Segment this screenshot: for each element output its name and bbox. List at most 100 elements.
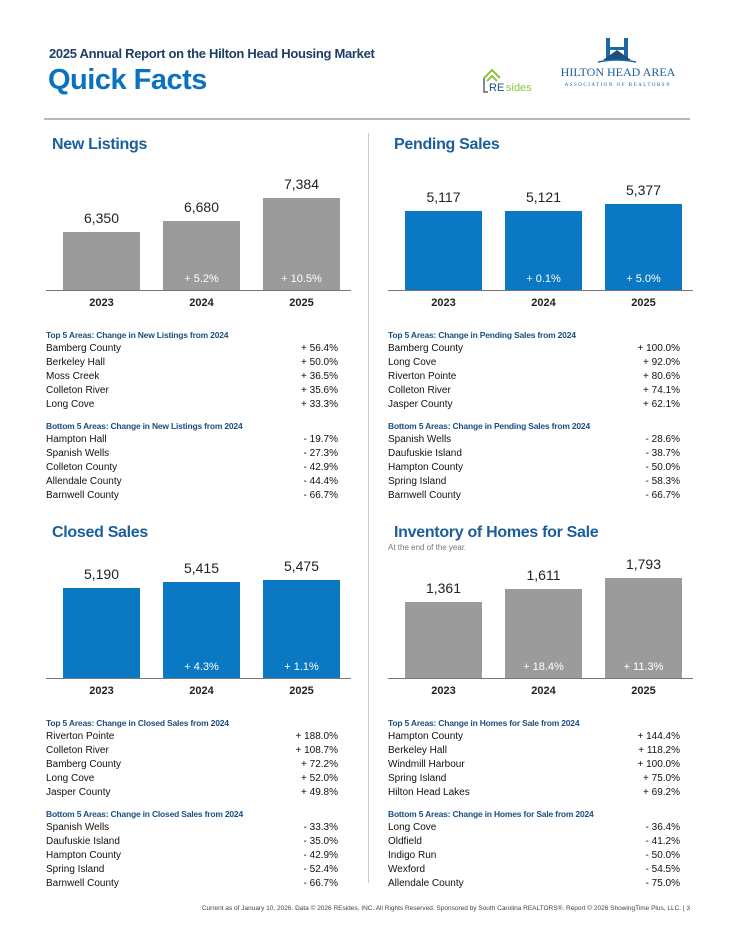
top-areas-heading: Top 5 Areas: Change in Pending Sales fro…	[388, 330, 576, 340]
area-change: + 33.3%	[301, 399, 338, 410]
bottom-areas-heading: Bottom 5 Areas: Change in Closed Sales f…	[46, 809, 243, 819]
area-name: Allendale County	[388, 878, 464, 889]
footer-note: Current as of January 10, 2026. Data © 2…	[201, 905, 690, 912]
area-change: - 36.4%	[645, 822, 680, 833]
area-change: - 52.4%	[303, 864, 338, 875]
hilton-head-association-logo: HILTON HEAD AREA ASSOCIATION OF REALTORS…	[548, 36, 688, 92]
list-item: Allendale County - 75.0%	[388, 878, 680, 892]
area-change: + 100.0%	[637, 343, 680, 354]
list-item: Hampton Hall - 19.7%	[46, 434, 338, 448]
list-item: Spring Island - 52.4%	[46, 864, 338, 878]
list-item: Daufuskie Island - 38.7%	[388, 448, 680, 462]
bottom-areas-heading: Bottom 5 Areas: Change in Homes for Sale…	[388, 809, 594, 819]
area-change: + 49.8%	[301, 787, 338, 798]
panel-pending-sales: Pending Sales 5,117 2023 5,121 + 0.1% 2024 5,3…	[388, 136, 693, 501]
area-name: Barnwell County	[46, 878, 119, 889]
area-change: - 19.7%	[303, 434, 338, 445]
bar-value-label: 5,121	[525, 189, 562, 206]
list-item: Long Cove + 33.3%	[46, 399, 338, 413]
bar-2025	[605, 578, 682, 678]
area-name: Long Cove	[388, 357, 437, 368]
area-name: Colleton River	[388, 385, 451, 396]
list-item: Hampton County + 144.4%	[388, 731, 680, 745]
year-label: 2025	[289, 297, 314, 309]
change-label: + 0.1%	[526, 273, 561, 285]
list-item: Spanish Wells - 28.6%	[388, 434, 680, 448]
list-item: Long Cove - 36.4%	[388, 822, 680, 836]
chart-baseline	[388, 678, 693, 679]
bar-chart: 6,350 2023 6,680 + 5.2% 2024 7,384 + 10.5% 2025	[46, 136, 351, 311]
area-name: Berkeley Hall	[388, 745, 447, 756]
area-change: - 66.7%	[303, 490, 338, 501]
area-change: - 38.7%	[645, 448, 680, 459]
change-label: + 11.3%	[623, 661, 664, 673]
area-name: Bamberg County	[388, 343, 464, 354]
bar-2024	[505, 211, 582, 290]
chart-baseline	[46, 678, 351, 679]
panel-title: Pending Sales	[394, 136, 500, 153]
bar-value-label: 5,117	[426, 189, 461, 206]
area-name: Allendale County	[46, 476, 122, 487]
area-name: Windmill Harbour	[388, 759, 465, 770]
chart-baseline	[46, 290, 351, 291]
area-change: + 75.0%	[643, 773, 680, 784]
area-change: - 27.3%	[303, 448, 338, 459]
area-name: Hampton County	[46, 850, 122, 861]
change-label: + 5.2%	[184, 273, 219, 285]
report-subtitle: 2025 Annual Report on the Hilton Head Ho…	[49, 46, 375, 61]
area-name: Spring Island	[46, 864, 105, 875]
list-item: Moss Creek + 36.5%	[46, 371, 338, 385]
bar-2025	[263, 580, 340, 678]
year-label: 2024	[189, 297, 214, 309]
bar-2024	[505, 588, 582, 678]
area-change: - 50.0%	[645, 462, 680, 473]
area-change: - 42.9%	[303, 850, 338, 861]
area-name: Long Cove	[46, 773, 95, 784]
area-name: Daufuskie Island	[46, 836, 120, 847]
panel-title: New Listings	[52, 136, 148, 153]
bar-value-label: 5,415	[183, 559, 220, 576]
area-name: Hampton Hall	[46, 434, 107, 445]
svg-text:sides: sides	[506, 82, 532, 94]
year-label: 2023	[89, 297, 114, 309]
change-label: + 5.0%	[626, 273, 661, 285]
year-label: 2023	[431, 297, 456, 309]
area-name: Bamberg County	[46, 343, 122, 354]
bar-2025	[605, 204, 682, 290]
bar-2023	[405, 602, 482, 678]
year-label: 2023	[431, 685, 456, 697]
area-name: Wexford	[388, 864, 426, 875]
area-change: - 66.7%	[303, 878, 338, 889]
area-change: + 56.4%	[301, 343, 338, 354]
list-item: Colleton River + 108.7%	[46, 745, 338, 759]
top-areas-heading: Top 5 Areas: Change in Homes for Sale fr…	[388, 718, 580, 728]
resides-logo: RE sides	[482, 68, 538, 94]
area-name: Spanish Wells	[46, 448, 110, 459]
change-label: + 4.3%	[184, 661, 219, 673]
svg-text:HILTON HEAD AREA: HILTON HEAD AREA	[561, 65, 676, 79]
bar-2024	[163, 220, 240, 290]
bar-2024	[163, 581, 240, 678]
list-item: Daufuskie Island - 35.0%	[46, 836, 338, 850]
area-change: - 58.3%	[645, 476, 680, 487]
area-change: + 62.1%	[643, 399, 680, 410]
year-label: 2023	[89, 685, 114, 697]
bottom-areas-heading: Bottom 5 Areas: Change in New Listings f…	[46, 421, 243, 431]
area-change: + 108.7%	[295, 745, 338, 756]
list-item: Colleton County - 42.9%	[46, 462, 338, 476]
panel-new-listings: New Listings 6,350 2023 6,680 + 5.2% 2024 7,38…	[46, 136, 351, 501]
bar-value-label: 1,793	[625, 556, 662, 573]
area-name: Oldfield	[388, 836, 422, 847]
area-name: Moss Creek	[46, 371, 100, 382]
area-name: Bamberg County	[46, 759, 122, 770]
list-item: Wexford - 54.5%	[388, 864, 680, 878]
list-item: Bamberg County + 56.4%	[46, 343, 338, 357]
area-name: Colleton River	[46, 745, 109, 756]
area-change: - 33.3%	[303, 822, 338, 833]
area-change: + 74.1%	[643, 385, 680, 396]
area-change: + 118.2%	[638, 745, 680, 756]
list-item: Barnwell County - 66.7%	[46, 878, 338, 892]
area-change: - 44.4%	[303, 476, 338, 487]
list-item: Hampton County - 50.0%	[388, 462, 680, 476]
bar-value-label: 7,384	[283, 175, 320, 192]
